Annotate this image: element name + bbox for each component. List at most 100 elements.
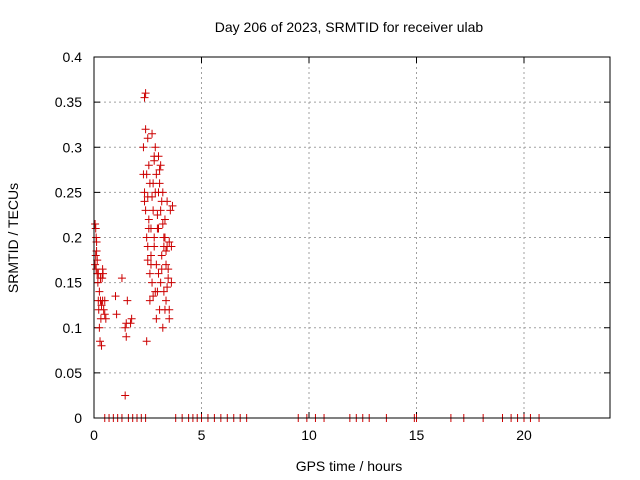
data-point [156, 278, 165, 287]
data-point [100, 310, 109, 319]
data-point [91, 251, 100, 260]
grid-lines [94, 57, 610, 418]
data-point [99, 305, 108, 314]
data-point [148, 129, 157, 138]
data-point [165, 314, 174, 323]
data-point [163, 283, 172, 292]
data-point [100, 296, 109, 305]
data-point [121, 391, 130, 400]
data-point [139, 143, 148, 152]
x-tick-label: 20 [516, 427, 532, 443]
data-point [156, 206, 165, 215]
data-point [145, 269, 154, 278]
data-point [165, 305, 174, 314]
x-tick-label: 15 [409, 427, 425, 443]
y-tick-label: 0.15 [55, 275, 82, 291]
y-tick-label: 0.4 [63, 49, 83, 65]
data-point [112, 310, 121, 319]
x-tick-label: 5 [198, 427, 206, 443]
data-point [144, 224, 153, 233]
chart-title: Day 206 of 2023, SRMTID for receiver ula… [215, 19, 484, 35]
data-point [91, 219, 100, 228]
data-point [154, 152, 163, 161]
data-point [140, 188, 149, 197]
data-point [127, 314, 136, 323]
data-point [141, 206, 150, 215]
data-point [159, 233, 168, 242]
data-point [144, 215, 153, 224]
data-point [149, 206, 158, 215]
data-point [152, 170, 161, 179]
data-point [160, 215, 169, 224]
data-point [99, 269, 108, 278]
data-point [162, 260, 171, 269]
data-point [159, 287, 168, 296]
x-tick-label: 10 [301, 427, 317, 443]
data-point [145, 296, 154, 305]
data-point [150, 233, 159, 242]
data-point [142, 337, 151, 346]
data-point [148, 192, 157, 201]
data-point [153, 210, 162, 219]
tick-labels: 0 5 10 15 20 0 0.05 0.1 0.15 0.2 0.25 0.3 0.35 0.4 [55, 49, 532, 443]
data-point [93, 256, 102, 265]
data-point [93, 278, 102, 287]
y-tick-label: 0.35 [55, 94, 82, 110]
data-point [141, 125, 150, 134]
axis-ticks [93, 56, 610, 419]
data-point [167, 242, 176, 251]
data-point [97, 341, 106, 350]
data-point [151, 287, 160, 296]
data-point [164, 274, 173, 283]
data-point [123, 296, 132, 305]
data-point [157, 251, 166, 260]
data-point [96, 337, 105, 346]
x-axis-label: GPS time / hours [296, 458, 403, 474]
y-tick-label: 0 [74, 410, 82, 426]
plot-frame [93, 56, 611, 419]
data-point [121, 323, 130, 332]
y-tick-label: 0.25 [55, 184, 82, 200]
data-point [162, 247, 171, 256]
data-point [101, 314, 110, 323]
data-point [154, 269, 163, 278]
data-points [91, 89, 544, 422]
data-point [151, 143, 160, 152]
data-point [98, 274, 107, 283]
data-point [150, 242, 159, 251]
data-point [166, 206, 175, 215]
data-point [97, 301, 106, 310]
data-point [143, 134, 152, 143]
data-point [157, 265, 166, 274]
data-point [154, 188, 163, 197]
data-point [167, 278, 176, 287]
data-point [152, 314, 161, 323]
data-point [91, 260, 100, 269]
data-point [126, 319, 135, 328]
data-point [140, 93, 149, 102]
data-point [91, 224, 100, 233]
data-point [149, 179, 158, 188]
data-point [152, 260, 161, 269]
y-tick-label: 0.2 [63, 230, 83, 246]
y-tick-label: 0.3 [63, 139, 83, 155]
data-point [146, 251, 155, 260]
data-point [141, 89, 150, 98]
data-point [150, 156, 159, 165]
data-point [148, 278, 157, 287]
data-point [165, 238, 174, 247]
data-point [158, 323, 167, 332]
data-point [143, 256, 152, 265]
x-tick-label: 0 [90, 427, 98, 443]
data-point [168, 201, 177, 210]
data-point [122, 332, 131, 341]
data-point [144, 161, 153, 170]
y-axis-label: SRMTID / TECUs [5, 183, 21, 293]
data-point [156, 161, 165, 170]
data-point [149, 292, 158, 301]
data-point [142, 170, 151, 179]
data-point [140, 197, 149, 206]
data-point [142, 233, 151, 242]
data-point [153, 224, 162, 233]
data-point [117, 274, 126, 283]
